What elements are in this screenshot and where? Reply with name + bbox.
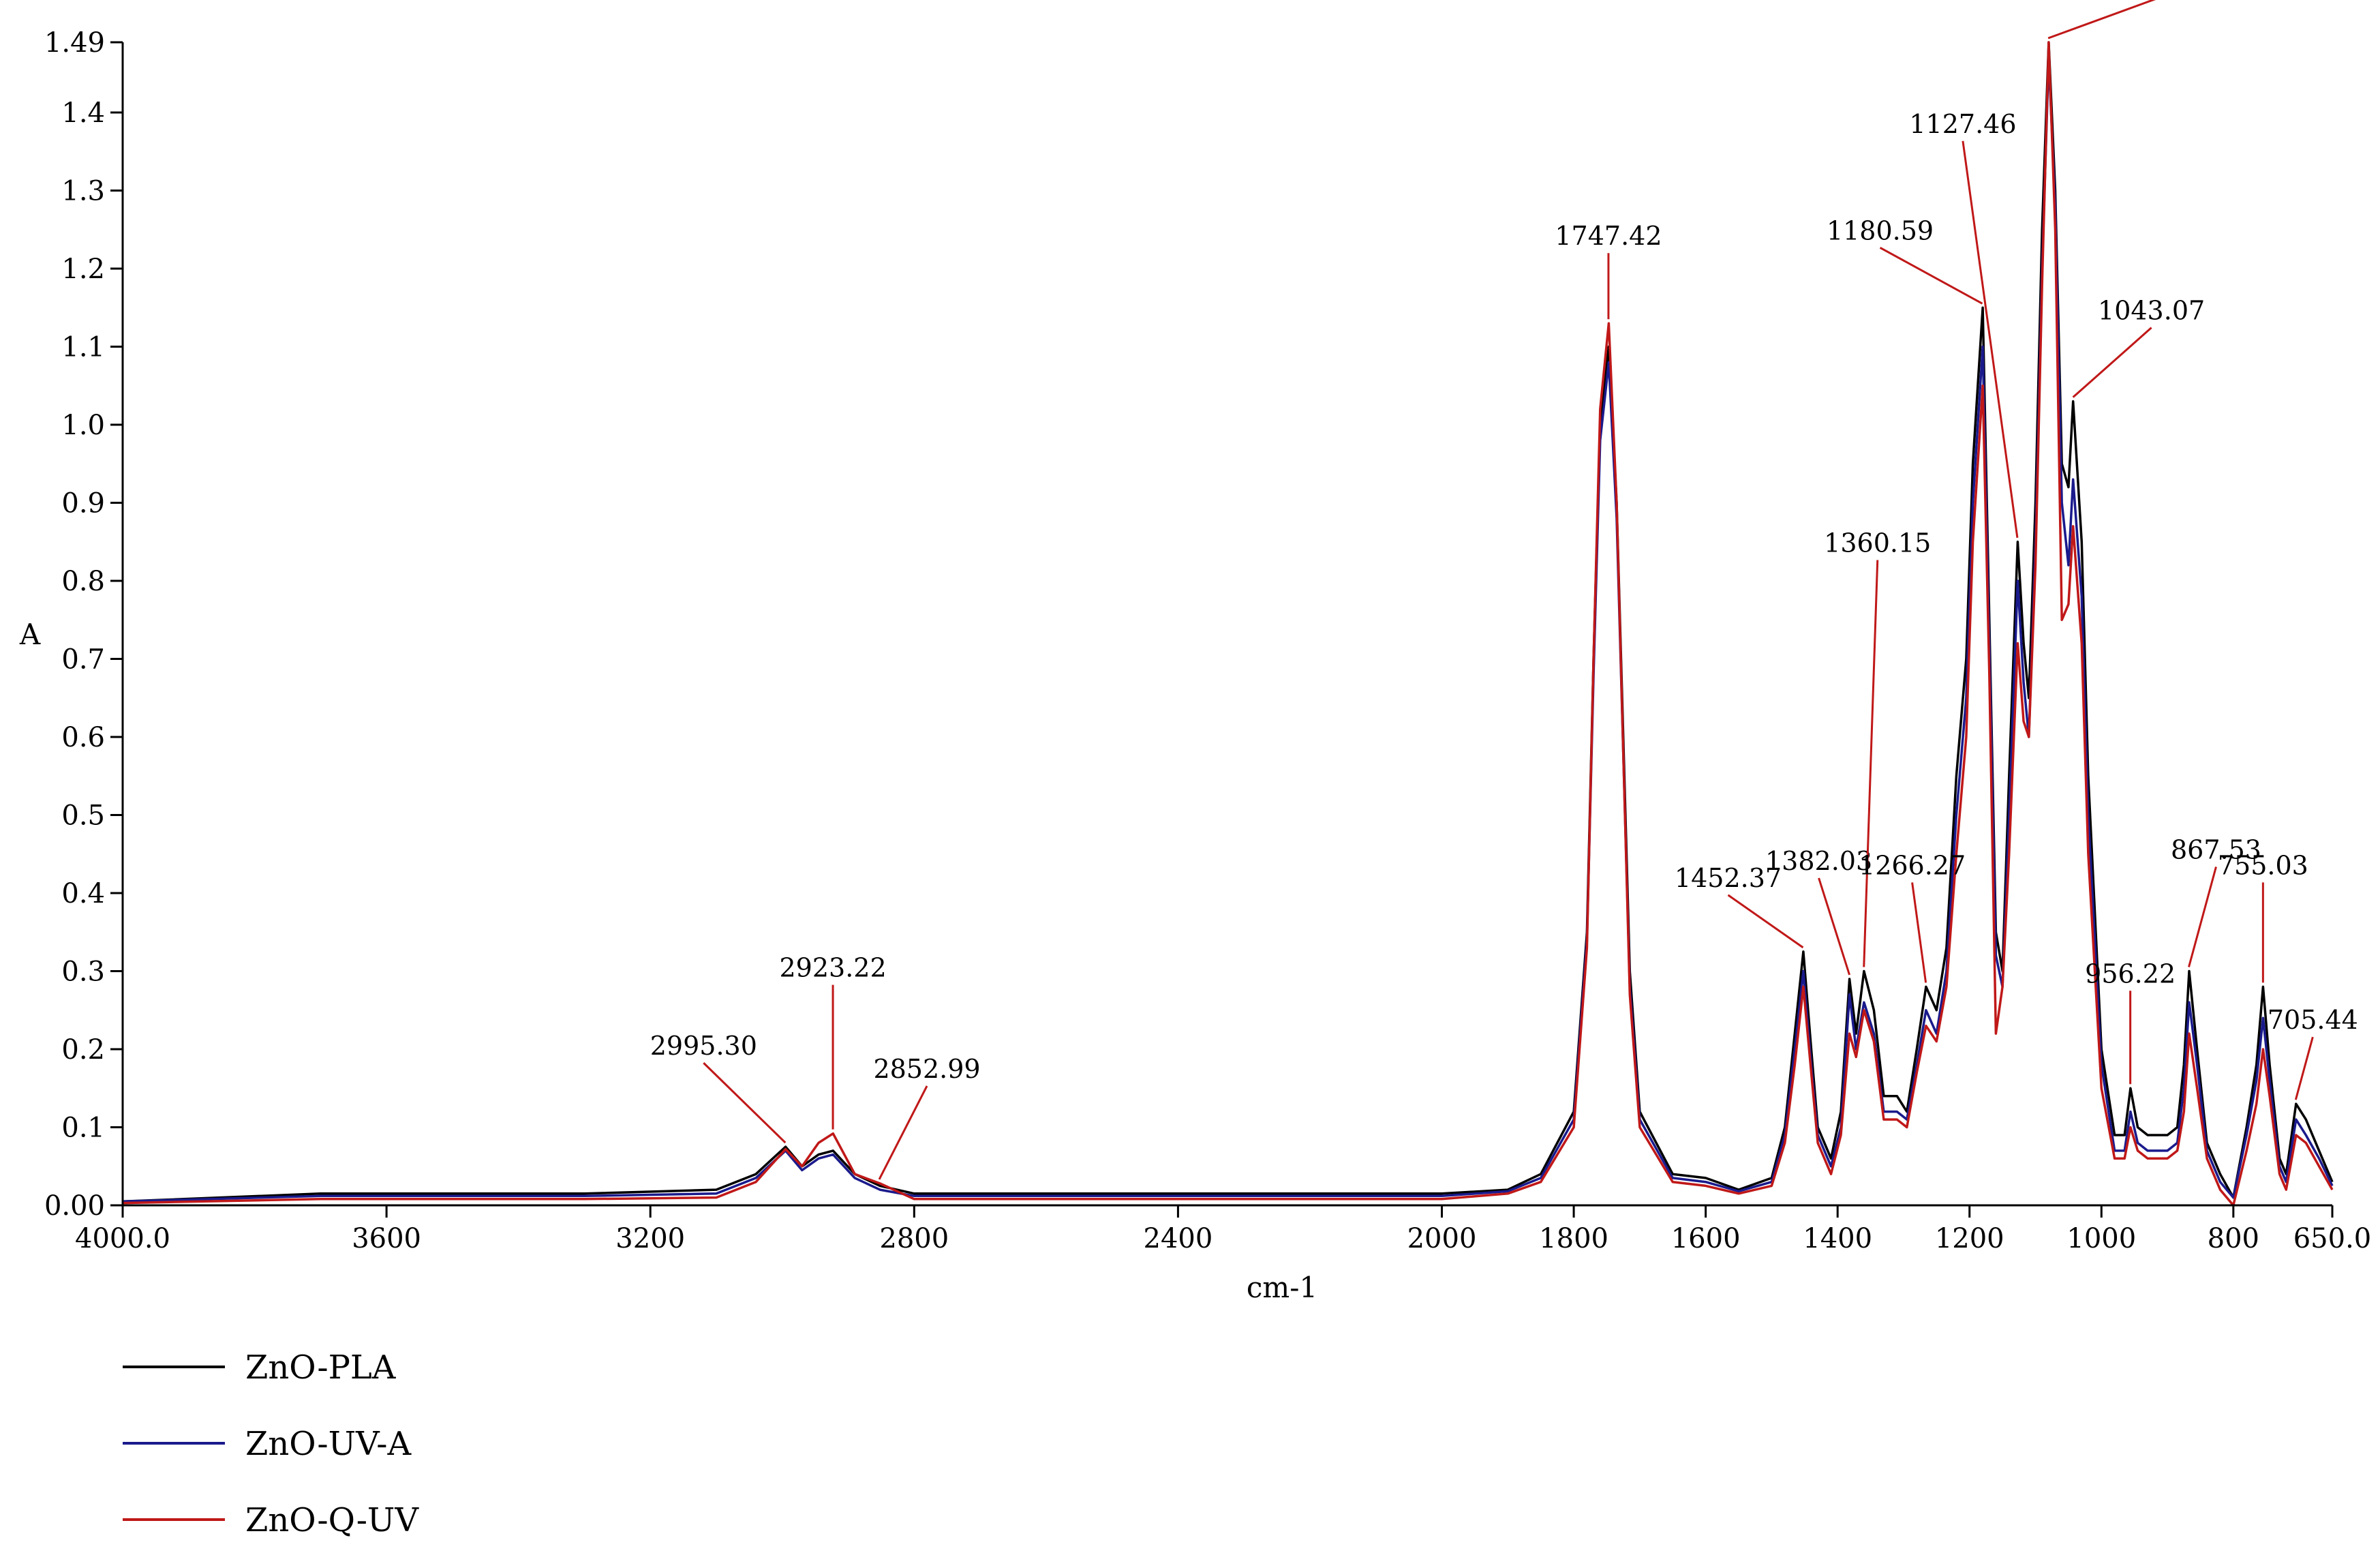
legend-label: ZnO-UV-A: [245, 1425, 412, 1463]
x-tick-label: 1800: [1539, 1223, 1608, 1254]
peak-label: 2923.22: [779, 953, 886, 983]
series-layer: [122, 41, 2334, 1207]
y-tick-label: 1.1: [61, 332, 105, 363]
x-tick-label: 800: [2208, 1223, 2259, 1254]
legend-label: ZnO-Q-UV: [245, 1501, 419, 1539]
y-tick-label: 1.0: [61, 410, 105, 441]
x-tick-label: 1600: [1671, 1223, 1741, 1254]
legend: ZnO-PLA ZnO-UV-A ZnO-Q-UV: [123, 1348, 419, 1539]
y-tick-label: 0.6: [61, 722, 105, 753]
peak-label: 1127.46: [1909, 109, 2016, 139]
peak-leader-line: [878, 1085, 928, 1180]
x-axis-ticks: 4000.0 3600 3200 2800 2400 2000 1800 1600 1400 12…: [75, 1205, 2371, 1254]
peak-label: 1180.59: [1827, 215, 1934, 245]
y-axis-title: A: [19, 618, 41, 651]
peak-leader-line: [1879, 246, 1983, 305]
series-line-zno-pla: [122, 41, 2334, 1203]
x-tick-label: 1200: [1935, 1223, 2004, 1254]
y-tick-label: 0.4: [61, 878, 105, 909]
peak-leader-line: [1911, 882, 1927, 983]
peak-leader-line: [1818, 877, 1850, 976]
y-tick-label: 0.8: [61, 566, 105, 597]
x-tick-label: 4000.0: [75, 1223, 170, 1254]
y-tick-label: 0.9: [61, 488, 105, 519]
peak-label: 705.44: [2268, 1005, 2358, 1035]
peak-label: 956.22: [2085, 959, 2176, 989]
x-tick-label: 2800: [879, 1223, 949, 1254]
x-tick-label: 650.0: [2293, 1223, 2372, 1254]
peak-leader-line: [2294, 1036, 2314, 1100]
peak-label: 2852.99: [873, 1054, 980, 1084]
y-tick-label: 0.1: [61, 1113, 105, 1144]
y-tick-label: 1.2: [61, 254, 105, 285]
peak-leader-line: [2047, 0, 2156, 40]
peak-leader-line: [2188, 866, 2217, 967]
series-line-zno-q-uv: [122, 41, 2334, 1207]
y-tick-label: 0.2: [61, 1034, 105, 1066]
y-tick-label: 1.4: [61, 97, 105, 129]
peak-label: 1043.07: [2098, 296, 2205, 326]
y-tick-label: 0.3: [61, 956, 105, 988]
x-tick-label: 3600: [352, 1223, 421, 1254]
y-tick-label: 0.00: [44, 1190, 105, 1222]
x-tick-label: 1000: [2066, 1223, 2136, 1254]
peak-leader-line: [1962, 140, 2019, 538]
peak-label: 1747.42: [1555, 221, 1662, 251]
legend-label: ZnO-PLA: [245, 1348, 397, 1387]
peak-label: 755.03: [2218, 850, 2308, 880]
x-tick-label: 3200: [615, 1223, 685, 1254]
x-tick-label: 1400: [1803, 1223, 1872, 1254]
peak-leader-line: [1863, 560, 1879, 967]
x-tick-label: 2000: [1407, 1223, 1477, 1254]
peak-annotations: 2995.30 2923.22 2852.99 1747.42 1452.371382.…: [650, 0, 2358, 1180]
y-tick-label: 1.3: [61, 176, 105, 207]
y-tick-label: 0.7: [61, 644, 105, 676]
y-tick-label: 0.5: [61, 800, 105, 832]
y-tick-label: 1.49: [44, 27, 105, 59]
peak-leader-line: [703, 1062, 787, 1144]
peak-label: 1452.37: [1675, 863, 1782, 893]
peak-label: 867.53: [2171, 835, 2261, 865]
peak-label: 1382.03: [1765, 846, 1872, 876]
peak-label: 2995.30: [650, 1031, 757, 1061]
peak-leader-line: [1727, 894, 1804, 949]
y-axis-ticks: 0.00 0.1 0.2 0.3 0.4 0.5 0.6 0.7 0.8 0.9 1.0 1.1 1.2…: [44, 27, 123, 1222]
peak-leader-line: [2072, 327, 2152, 398]
peak-label: 1360.15: [1824, 528, 1931, 558]
x-axis-title: cm-1: [1247, 1271, 1317, 1304]
peak-label: 1266.27: [1859, 850, 1966, 880]
series-line-zno-uv-a: [122, 57, 2334, 1203]
x-tick-label: 2400: [1144, 1223, 1213, 1254]
